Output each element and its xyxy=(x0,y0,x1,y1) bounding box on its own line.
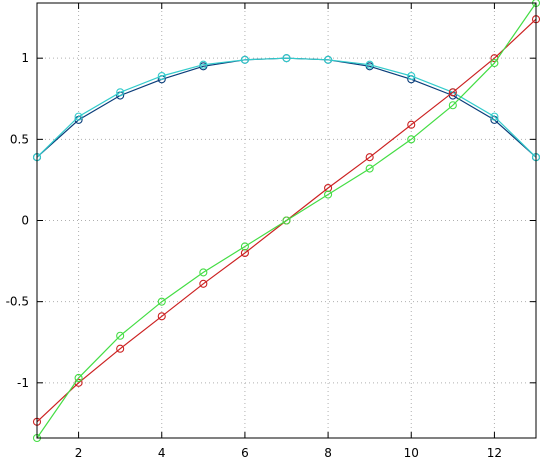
series-point xyxy=(407,135,416,144)
y-tick-label: 0.5 xyxy=(10,132,29,146)
series-point xyxy=(116,88,125,97)
series-point xyxy=(157,312,166,321)
series-1 xyxy=(32,54,540,162)
series-point xyxy=(407,120,416,129)
ticks xyxy=(37,3,536,438)
x-tick-label: 2 xyxy=(75,446,83,460)
series-point xyxy=(116,344,125,353)
y-tick-label: -0.5 xyxy=(6,295,29,309)
y-tick-label: 1 xyxy=(21,51,29,65)
series-point xyxy=(199,60,208,69)
series-point xyxy=(365,164,374,173)
series-line xyxy=(36,2,537,439)
series-point xyxy=(324,190,333,199)
series-point xyxy=(365,153,374,162)
x-tick-label: 10 xyxy=(404,446,419,460)
series-point xyxy=(157,297,166,306)
series-point xyxy=(282,54,291,63)
series-point xyxy=(74,112,83,121)
series-point xyxy=(116,331,125,340)
series-point xyxy=(324,55,333,64)
y-tick-label: -1 xyxy=(17,376,29,390)
x-tick-label: 8 xyxy=(324,446,332,460)
series-line xyxy=(36,57,537,158)
x-tick-label: 4 xyxy=(158,446,166,460)
series-point xyxy=(74,373,83,382)
series-line xyxy=(36,57,537,158)
series-point xyxy=(490,112,499,121)
series-2 xyxy=(32,54,540,162)
series-point xyxy=(448,88,457,97)
series-point xyxy=(240,242,249,251)
x-tick-label: 6 xyxy=(241,446,249,460)
series-point xyxy=(282,216,291,225)
series-point xyxy=(490,59,499,68)
series-point xyxy=(407,71,416,81)
series-point xyxy=(199,268,208,277)
series-point xyxy=(448,101,457,110)
series-point xyxy=(365,60,374,69)
series-point xyxy=(157,71,166,81)
y-tick-label: 0 xyxy=(21,214,29,228)
series-point xyxy=(240,55,249,64)
x-tick-label: 12 xyxy=(487,446,502,460)
tick-labels: 2 4 6 8 10 12 -1 -0.5 0 0.5 1 xyxy=(6,51,502,460)
series-point xyxy=(199,279,208,288)
